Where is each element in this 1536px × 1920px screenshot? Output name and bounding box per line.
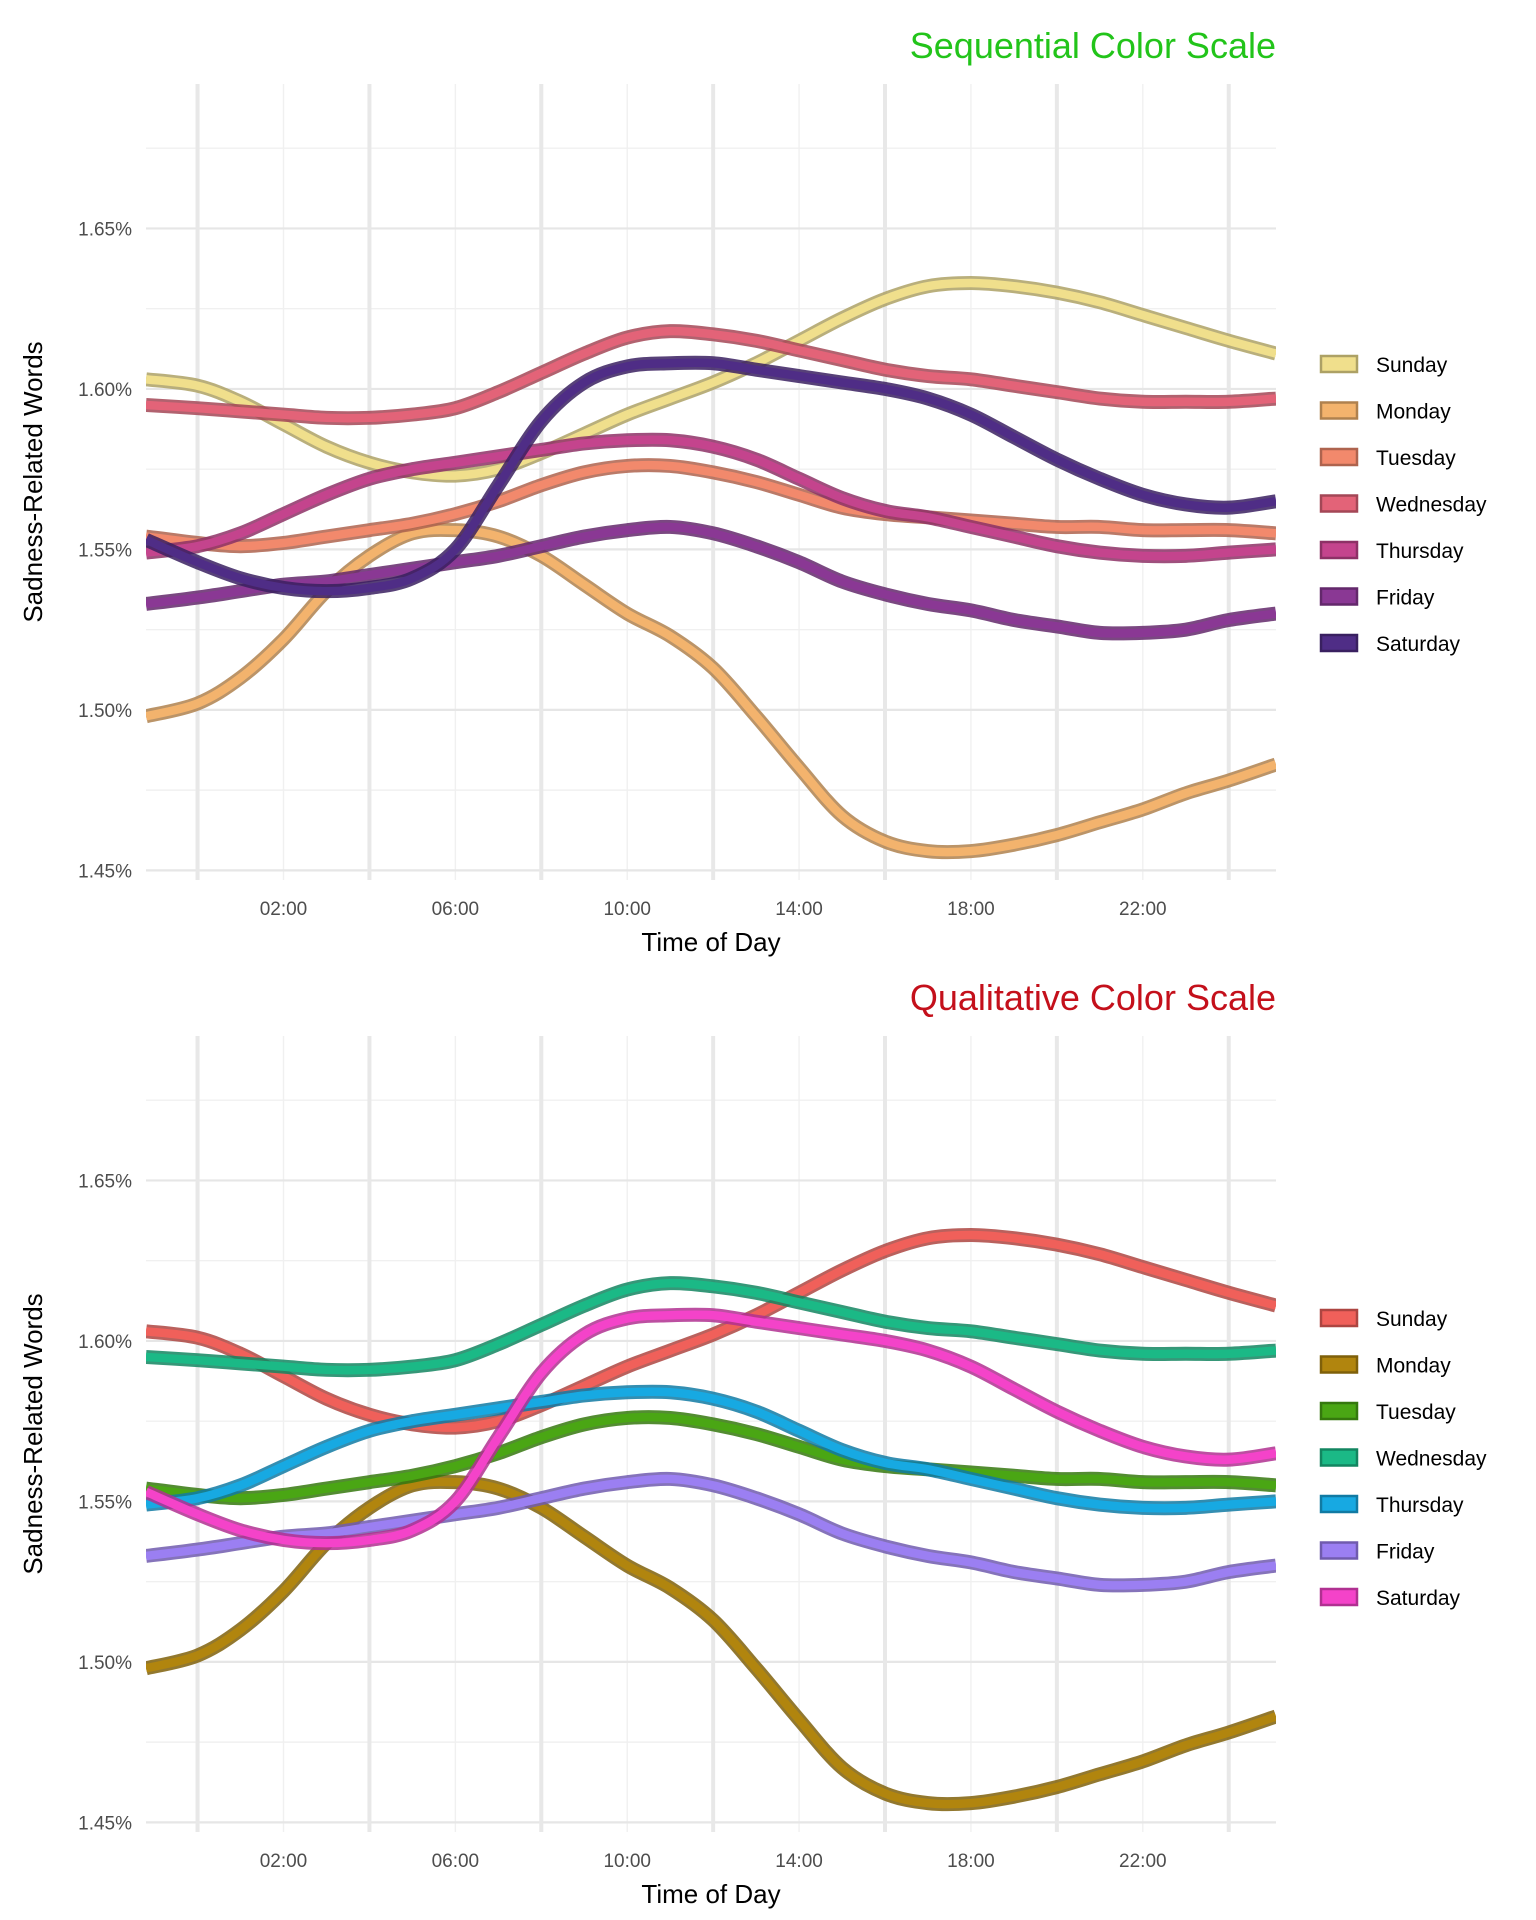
legend-swatch (1319, 1355, 1359, 1374)
y-tick-label: 1.45% (78, 861, 132, 882)
y-tick-label: 1.50% (78, 1653, 132, 1674)
series-line-thursday (146, 432, 1276, 564)
legend-label: Monday (1376, 1355, 1451, 1378)
y-axis-label: Sadness-Related Words (18, 1293, 48, 1574)
legend-item-friday: Friday (1319, 587, 1435, 610)
x-axis-label: Time of Day (641, 927, 780, 957)
legend-swatch (1319, 1541, 1359, 1560)
legend-item-sunday: Sunday (1319, 354, 1448, 377)
legend-item-thursday: Thursday (1319, 1494, 1464, 1517)
y-tick-label: 1.60% (78, 380, 132, 401)
series-line-thursday (146, 1384, 1276, 1516)
legend-swatch (1319, 540, 1359, 560)
legend: Sunday Monday Tuesday Wednesday Thursday Frid… (1319, 354, 1487, 656)
legend-label: Tuesday (1376, 1401, 1456, 1424)
y-tick-label: 1.55% (78, 1492, 132, 1513)
legend-label: Thursday (1376, 540, 1464, 563)
x-tick-label: 14:00 (775, 1851, 823, 1872)
chart-title: Sequential Color Scale (910, 25, 1276, 66)
legend-swatch (1319, 587, 1359, 606)
y-axis-label: Sadness-Related Words (18, 341, 48, 622)
x-axis-label: Time of Day (641, 1879, 780, 1909)
legend-item-tuesday: Tuesday (1319, 447, 1456, 470)
legend-item-monday: Monday (1319, 1355, 1451, 1378)
legend-label: Wednesday (1376, 1448, 1487, 1471)
y-tick-label: 1.45% (78, 1813, 132, 1834)
chart-title: Qualitative Color Scale (910, 977, 1276, 1018)
chart-panel-1: Sequential Color Scale 1.45% 1.50% 1.55% 1.6… (18, 25, 1487, 957)
legend-label: Friday (1376, 1541, 1435, 1564)
y-tick-label: 1.50% (78, 701, 132, 722)
y-tick-label: 1.65% (78, 219, 132, 240)
legend-swatch (1319, 1448, 1359, 1467)
legend-item-wednesday: Wednesday (1319, 1448, 1487, 1471)
x-tick-label: 18:00 (947, 899, 995, 920)
x-tick-label: 02:00 (260, 1851, 308, 1872)
series-line-sunday (146, 276, 1276, 483)
legend-swatch (1319, 494, 1359, 513)
legend-item-tuesday: Tuesday (1319, 1401, 1456, 1424)
series-line-sunday (146, 1228, 1276, 1435)
legend-item-friday: Friday (1319, 1541, 1435, 1564)
series-line-tuesday (146, 1410, 1276, 1506)
legend-item-wednesday: Wednesday (1319, 494, 1487, 517)
legend-item-monday: Monday (1319, 401, 1451, 424)
legend-item-sunday: Sunday (1319, 1308, 1448, 1331)
legend-swatch (1319, 1401, 1359, 1421)
chart-panel-2: Qualitative Color Scale 1.45% 1.50% 1.55% 1.… (18, 977, 1487, 1909)
legend-swatch (1319, 1308, 1359, 1328)
series-line-wednesday (146, 324, 1276, 426)
series-line-saturday (146, 355, 1276, 599)
legend-swatch (1319, 633, 1359, 653)
legend-swatch (1319, 1587, 1359, 1607)
legend-label: Tuesday (1376, 447, 1456, 470)
x-tick-label: 10:00 (603, 1851, 651, 1872)
x-tick-label: 06:00 (432, 899, 480, 920)
series-line-saturday (146, 1307, 1276, 1551)
legend-label: Saturday (1376, 633, 1461, 656)
series-lines (146, 1228, 1276, 1812)
series-line-friday (146, 519, 1276, 641)
legend-swatch (1319, 401, 1359, 420)
legend-item-thursday: Thursday (1319, 540, 1464, 563)
x-tick-label: 10:00 (603, 899, 651, 920)
x-tick-label: 18:00 (947, 1851, 995, 1872)
x-tick-label: 22:00 (1119, 899, 1167, 920)
legend-item-saturday: Saturday (1319, 1587, 1461, 1610)
legend-label: Friday (1376, 587, 1435, 610)
x-tick-label: 02:00 (260, 899, 308, 920)
legend-swatch (1319, 447, 1359, 467)
series-line-wednesday (146, 1276, 1276, 1378)
legend-label: Thursday (1376, 1494, 1464, 1517)
legend-label: Wednesday (1376, 494, 1487, 517)
series-line-friday (146, 1471, 1276, 1593)
y-tick-label: 1.55% (78, 540, 132, 561)
x-tick-label: 14:00 (775, 899, 823, 920)
legend: Sunday Monday Tuesday Wednesday Thursday Frid… (1319, 1308, 1487, 1610)
series-lines (146, 276, 1276, 860)
legend-swatch (1319, 354, 1359, 374)
y-tick-label: 1.65% (78, 1171, 132, 1192)
legend-swatch (1319, 1494, 1359, 1514)
series-line-tuesday (146, 458, 1276, 554)
legend-item-saturday: Saturday (1319, 633, 1461, 656)
x-tick-label: 06:00 (432, 1851, 480, 1872)
legend-label: Sunday (1376, 1308, 1448, 1331)
legend-label: Sunday (1376, 354, 1448, 377)
legend-label: Saturday (1376, 1587, 1461, 1610)
legend-label: Monday (1376, 401, 1451, 424)
x-tick-label: 22:00 (1119, 1851, 1167, 1872)
y-tick-label: 1.60% (78, 1332, 132, 1353)
